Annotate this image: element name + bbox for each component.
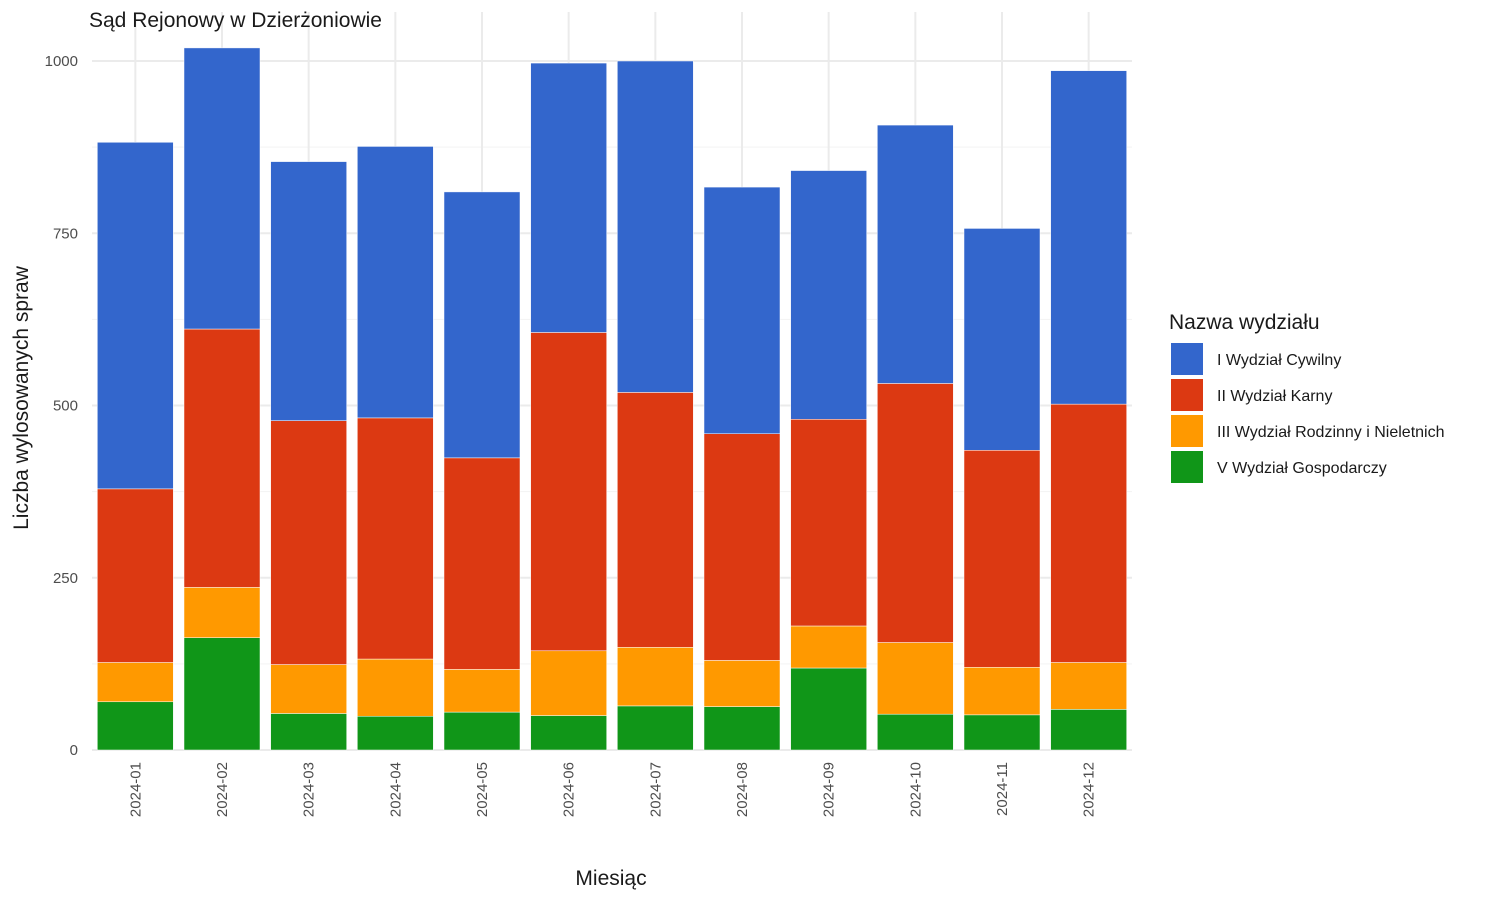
x-tick-label: 2024-11 [994,762,1011,816]
bar-segment [357,417,434,660]
bar-segment [617,705,694,751]
bar-segment [97,488,174,663]
bar-segment [357,715,434,751]
legend: Nazwa wydziału I Wydział Cywilny II Wydzi… [1169,311,1445,483]
bar-segment [357,658,434,717]
x-tick-label: 2024-02 [214,762,231,817]
bar-segment [183,637,261,751]
bar-segment [357,146,434,419]
bar-segment [790,625,867,669]
x-tick-label: 2024-08 [734,762,751,817]
bar-segment [790,667,867,751]
bar-segment [530,650,607,716]
x-axis-ticks: 2024-01 2024-02 2024-03 2024-04 2024-05 2024-… [127,762,1097,817]
y-tick-label: 0 [70,742,78,759]
legend-label: I Wydział Cywilny [1217,352,1341,369]
bar-segment [530,715,607,751]
bar-segment [97,142,174,490]
bar-segment [1050,403,1127,663]
bar-segment [1050,662,1127,710]
legend-swatch [1171,451,1203,483]
bar-segment [443,711,521,751]
bar-segment [617,60,694,393]
bar-segment [1050,709,1127,751]
x-tick-label: 2024-06 [561,762,578,817]
x-tick-label: 2024-05 [474,762,491,817]
bar-segment [270,664,347,714]
bar-segment [877,383,954,643]
y-tick-label: 250 [53,570,78,587]
bar-segment [877,713,954,751]
bar-segment [270,420,347,665]
bar-segment [963,450,1041,668]
x-tick-label: 2024-10 [907,762,924,817]
bar-segment [97,662,174,703]
bar-segment [963,228,1041,451]
legend-title: Nazwa wydziału [1169,311,1320,334]
bar-segment [183,47,261,330]
legend-label: III Wydział Rodzinny i Nieletnich [1217,424,1445,441]
bar-segment [530,62,607,333]
bar-segment [443,457,521,670]
x-tick-label: 2024-01 [127,762,144,817]
bar-segment [790,170,867,420]
x-tick-label: 2024-03 [301,762,318,817]
legend-label: V Wydział Gospodarczy [1217,460,1387,477]
bar-segment [703,433,781,661]
bar-segment [443,191,521,459]
bar-segment [963,714,1041,751]
bar-segment [877,642,954,715]
bar-segment [703,660,781,707]
y-axis-title: Liczba wylosowanych spraw [10,265,33,530]
bar-segment [183,328,261,588]
bar-segment [703,706,781,751]
legend-swatch [1171,415,1203,447]
legend-swatch [1171,343,1203,375]
x-tick-label: 2024-12 [1081,762,1098,817]
legend-label: II Wydział Karny [1217,388,1332,405]
chart-title: Sąd Rejonowy w Dzierżoniowie [89,9,382,32]
y-axis-ticks: 0 250 500 750 1000 [45,53,78,759]
bars-group [97,47,1127,751]
bar-segment [1050,70,1127,405]
bar-segment [270,713,347,751]
bar-segment [790,419,867,627]
bar-segment [270,161,347,421]
x-axis-title: Miesiąc [575,867,646,890]
x-tick-label: 2024-04 [387,762,404,817]
y-tick-label: 500 [53,398,78,415]
bar-segment [963,667,1041,716]
bar-segment [443,669,521,713]
bar-segment [97,701,174,751]
bar-segment [530,332,607,652]
x-tick-label: 2024-07 [647,762,664,817]
bar-segment [183,587,261,638]
x-tick-label: 2024-09 [821,762,838,817]
y-tick-label: 750 [53,225,78,242]
bar-segment [703,186,781,434]
bar-segment [617,392,694,648]
bar-segment [877,124,954,384]
bar-segment [617,647,694,707]
legend-swatch [1171,379,1203,411]
y-tick-label: 1000 [45,53,78,70]
